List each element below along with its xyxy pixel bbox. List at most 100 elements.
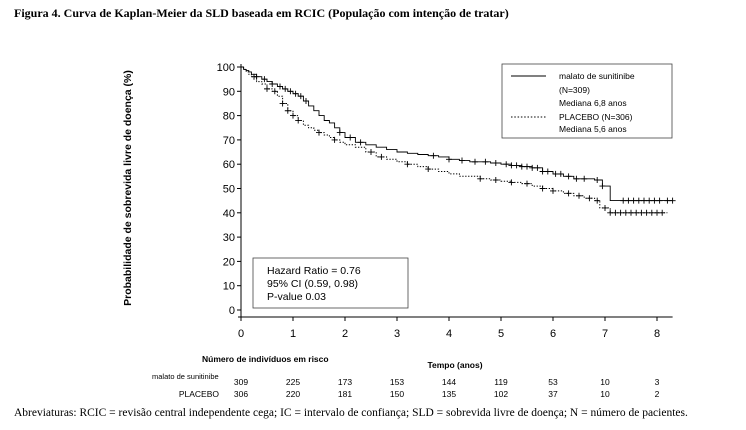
- censor-mark: [648, 209, 655, 216]
- censor-mark: [651, 197, 658, 204]
- y-tick-label: 80: [223, 111, 235, 123]
- censor-mark: [539, 185, 546, 192]
- censor-mark: [594, 176, 601, 183]
- y-tick-label: 60: [223, 159, 235, 171]
- y-tick-label: 20: [223, 256, 235, 268]
- censor-mark: [539, 168, 546, 175]
- y-tick-label: 70: [223, 135, 235, 147]
- x-tick-label: 0: [238, 328, 244, 340]
- censor-mark: [290, 112, 296, 119]
- x-tick-label: 6: [550, 328, 556, 340]
- risk-count: 306: [234, 389, 248, 399]
- censor-mark: [544, 168, 551, 175]
- censor-mark: [643, 209, 650, 216]
- chart-axes: [238, 64, 673, 318]
- x-tick-label: 3: [394, 328, 400, 340]
- censor-mark: [646, 197, 653, 204]
- censor-mark: [378, 153, 385, 160]
- censor-mark: [633, 209, 640, 216]
- placebo-curve: [241, 66, 668, 214]
- chart-ticks: 0 10 20 30 40 50 60 70 80 90 100 0 1 2 3 4 5 6 7 8: [217, 62, 660, 340]
- censor-mark: [425, 166, 432, 173]
- risk-count: 144: [442, 377, 456, 387]
- censor-mark: [654, 209, 660, 216]
- censor-mark: [524, 163, 530, 170]
- censor-mark: [599, 183, 606, 190]
- km-chart: 0 10 20 30 40 50 60 70 80 90 100 0 1 2 3 4 5 6 7 8 Probabil…: [122, 62, 676, 399]
- risk-count: 10: [600, 389, 610, 399]
- censor-mark: [459, 157, 465, 164]
- censor-mark: [282, 85, 289, 92]
- risk-count: 150: [390, 389, 404, 399]
- censor-mark: [251, 73, 257, 80]
- censor-mark: [331, 136, 338, 143]
- censor-mark: [503, 161, 510, 168]
- censor-mark: [357, 139, 364, 146]
- risk-count: 10: [600, 377, 610, 387]
- censor-mark: [573, 175, 580, 182]
- censor-mark: [630, 197, 637, 204]
- censor-mark: [492, 159, 499, 166]
- censor-mark: [508, 162, 515, 169]
- censor-mark: [477, 175, 484, 182]
- risk-count: 2: [655, 389, 660, 399]
- y-tick-label: 90: [223, 86, 235, 98]
- censor-mark: [279, 100, 286, 107]
- legend-entry: malato de sunitinibe: [559, 71, 635, 81]
- risk-table-values: 309 225 173 153 144 119 53 10 3 306 220 181 150 135 10…: [234, 377, 660, 399]
- risk-count: 225: [286, 377, 300, 387]
- censor-mark: [669, 197, 676, 204]
- risk-count: 181: [338, 389, 352, 399]
- risk-count: 153: [390, 377, 404, 387]
- censor-mark: [508, 179, 515, 186]
- y-tick-label: 40: [223, 208, 235, 220]
- censor-mark: [565, 173, 572, 180]
- censor-mark: [602, 204, 608, 211]
- censor-mark: [287, 88, 294, 95]
- x-tick-label: 8: [654, 328, 660, 340]
- risk-count: 53: [548, 377, 558, 387]
- censor-mark: [529, 164, 536, 171]
- censor-mark: [638, 209, 645, 216]
- censor-mark: [261, 76, 268, 83]
- censor-mark: [482, 158, 489, 165]
- censor-mark: [518, 163, 525, 170]
- censor-mark: [292, 90, 299, 97]
- censor-mark: [269, 81, 276, 88]
- x-tick-label: 4: [446, 328, 452, 340]
- chart-censor-marks: [251, 73, 676, 216]
- censor-mark: [594, 197, 601, 204]
- censor-mark: [659, 209, 666, 216]
- x-axis-label: Tempo (anos): [427, 360, 482, 370]
- censor-mark: [581, 175, 588, 182]
- y-tick-label: 0: [229, 305, 235, 317]
- hazard-ratio-text: Hazard Ratio = 0.76: [267, 265, 361, 277]
- censor-mark: [277, 83, 283, 90]
- censor-mark: [586, 195, 593, 202]
- censor-mark: [492, 176, 499, 183]
- risk-count: 173: [338, 377, 352, 387]
- censor-mark: [552, 170, 559, 177]
- censor-mark: [635, 197, 642, 204]
- censor-mark: [641, 197, 647, 204]
- censor-mark: [368, 149, 374, 156]
- censor-mark: [430, 152, 437, 159]
- risk-table: Número de indivíduos em risco malato de …: [152, 354, 660, 399]
- censor-mark: [607, 209, 614, 216]
- figure-title: Figura 4. Curva de Kaplan-Meier da SLD b…: [14, 6, 509, 20]
- censor-mark: [534, 164, 541, 171]
- censor-mark: [524, 180, 530, 187]
- x-tick-label: 2: [342, 328, 348, 340]
- y-axis-label: Probabilidade de sobrevida livre de doen…: [122, 70, 134, 306]
- hazard-ratio-box: Hazard Ratio = 0.76 95% CI (0.59, 0.98) …: [252, 257, 409, 309]
- chart-legend: malato de sunitinibe (N=309) Mediana 6,8…: [501, 63, 673, 139]
- censor-mark: [297, 93, 304, 100]
- risk-row-label: PLACEBO: [179, 389, 220, 399]
- risk-count: 220: [286, 389, 300, 399]
- censor-mark: [628, 209, 634, 216]
- censor-mark: [295, 117, 302, 124]
- y-tick-label: 30: [223, 232, 235, 244]
- censor-mark: [617, 209, 624, 216]
- censor-mark: [565, 190, 572, 197]
- x-tick-label: 5: [498, 328, 504, 340]
